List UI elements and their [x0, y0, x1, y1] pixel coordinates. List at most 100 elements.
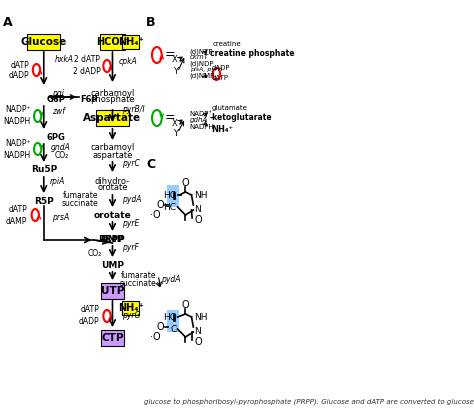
Text: NH: NH	[194, 312, 208, 322]
Text: dADP: dADP	[211, 65, 230, 71]
Text: NADPH: NADPH	[3, 117, 30, 126]
Text: (d)NDP: (d)NDP	[190, 61, 214, 67]
Text: C: C	[146, 158, 155, 171]
Text: dATP: dATP	[9, 206, 27, 215]
Text: O: O	[194, 215, 202, 225]
FancyBboxPatch shape	[122, 301, 139, 315]
Text: dATP: dATP	[10, 60, 29, 69]
FancyBboxPatch shape	[167, 185, 179, 207]
Text: 2 dATP: 2 dATP	[74, 55, 100, 64]
Text: NH: NH	[194, 191, 208, 200]
Text: NADP⁺: NADP⁺	[190, 111, 213, 117]
Text: NADP⁺: NADP⁺	[5, 139, 30, 148]
Text: aspartate: aspartate	[92, 151, 133, 159]
Text: dATP: dATP	[211, 75, 228, 81]
Text: X: X	[172, 119, 178, 127]
Text: Y: Y	[173, 67, 178, 77]
Text: NH₄⁺: NH₄⁺	[211, 124, 234, 134]
Text: ckmT: ckmT	[190, 54, 209, 60]
Text: HCO₃⁻: HCO₃⁻	[96, 37, 129, 47]
Text: pyrE: pyrE	[122, 220, 139, 228]
FancyBboxPatch shape	[100, 34, 125, 50]
Text: glutamate: glutamate	[211, 105, 247, 111]
Text: HC: HC	[164, 203, 176, 211]
Text: dihydro-: dihydro-	[95, 176, 130, 186]
Text: orotate: orotate	[97, 183, 128, 193]
Text: cpkA: cpkA	[118, 57, 137, 67]
Text: succinate: succinate	[62, 200, 99, 208]
Text: pydA: pydA	[161, 275, 181, 283]
Text: ·O: ·O	[150, 210, 161, 220]
Text: O: O	[194, 337, 202, 347]
Text: 2 dADP: 2 dADP	[73, 67, 100, 77]
Text: prsA: prsA	[52, 213, 69, 223]
Text: HC: HC	[164, 312, 176, 322]
Text: dADP: dADP	[9, 70, 29, 79]
Text: orotate: orotate	[93, 210, 131, 220]
Text: CTP: CTP	[101, 333, 124, 343]
Text: =: =	[164, 111, 175, 124]
Text: F6P: F6P	[80, 96, 98, 104]
FancyBboxPatch shape	[101, 283, 124, 299]
Text: O: O	[156, 200, 164, 210]
Text: fumarate: fumarate	[63, 191, 99, 201]
Text: C: C	[170, 324, 176, 334]
Text: PRPP: PRPP	[99, 235, 125, 245]
Text: plsA, pyrH: plsA, pyrH	[190, 67, 222, 72]
Text: fumarate: fumarate	[121, 270, 156, 280]
Text: Ru5P: Ru5P	[31, 166, 57, 174]
FancyBboxPatch shape	[122, 35, 139, 49]
Text: pydA: pydA	[122, 196, 141, 205]
Text: phosphate: phosphate	[90, 96, 135, 104]
Text: dATP: dATP	[81, 305, 99, 314]
Text: gndA: gndA	[50, 144, 70, 153]
Text: -ketoglutarate: -ketoglutarate	[210, 114, 273, 122]
Text: gdhA: gdhA	[190, 117, 208, 123]
Text: NH₄⁺: NH₄⁺	[118, 37, 144, 47]
Text: pyrF: pyrF	[122, 243, 138, 253]
Text: (d)NTP: (d)NTP	[190, 49, 213, 55]
Text: CO₂: CO₂	[88, 248, 102, 258]
Text: N: N	[194, 206, 201, 215]
Text: Y: Y	[173, 129, 178, 138]
Text: X: X	[172, 55, 178, 64]
FancyBboxPatch shape	[167, 310, 179, 332]
Text: UTP: UTP	[101, 286, 124, 296]
Text: zwf: zwf	[52, 107, 64, 116]
FancyBboxPatch shape	[27, 34, 60, 50]
Text: creatine phosphate: creatine phosphate	[210, 49, 294, 57]
Text: pyrC: pyrC	[122, 158, 139, 168]
Text: rpiA: rpiA	[50, 178, 65, 186]
Text: HC: HC	[164, 191, 176, 200]
Text: (d)NMP: (d)NMP	[190, 73, 215, 79]
Text: NH₄⁺: NH₄⁺	[118, 303, 144, 313]
Text: ·O: ·O	[150, 332, 161, 342]
Text: CO₂: CO₂	[55, 151, 69, 159]
Text: OMP: OMP	[101, 235, 124, 243]
Text: Glucose: Glucose	[21, 37, 67, 47]
Text: NADPH: NADPH	[190, 124, 214, 130]
Text: glucose to phosphoribosyl-pyrophosphate (PRPP). Glucose and dATP are converted t: glucose to phosphoribosyl-pyrophosphate …	[144, 399, 474, 405]
Text: O: O	[182, 300, 189, 310]
Text: carbamoyl: carbamoyl	[90, 144, 135, 153]
Text: pgi: pgi	[52, 89, 64, 99]
Text: pyrB/I: pyrB/I	[122, 106, 144, 114]
Text: NADPH: NADPH	[3, 151, 30, 159]
FancyBboxPatch shape	[101, 330, 124, 346]
Text: O: O	[182, 178, 189, 188]
Text: UMP: UMP	[101, 260, 124, 270]
Text: A: A	[2, 15, 12, 29]
Text: O: O	[156, 322, 164, 332]
Text: pyrG: pyrG	[122, 312, 140, 320]
Text: dADP: dADP	[79, 317, 99, 327]
Text: carbamoyl: carbamoyl	[90, 89, 135, 97]
Text: succinate: succinate	[119, 278, 156, 287]
Text: 6PG: 6PG	[47, 134, 66, 143]
FancyBboxPatch shape	[96, 110, 129, 126]
Text: R5P: R5P	[34, 198, 54, 206]
Text: Aspartate: Aspartate	[83, 113, 142, 123]
Text: B: B	[146, 15, 155, 29]
Text: creatine: creatine	[213, 41, 241, 47]
Text: NADP⁺: NADP⁺	[5, 106, 30, 114]
Text: N: N	[194, 327, 201, 337]
